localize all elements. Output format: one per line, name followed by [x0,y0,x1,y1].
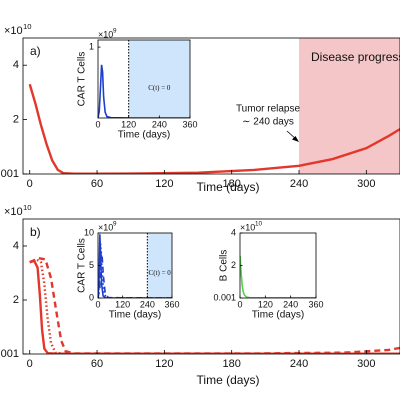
shaded-label: C(t) = 0 [148,84,171,92]
y-tick-label: 4 [231,227,236,237]
x-axis-label: Time (days) [197,373,260,387]
x-tick-label: 240 [152,119,167,129]
y-tick-label: 0.001 [213,292,236,302]
x-tick-label: 120 [258,299,273,309]
x-axis-label: Time (days) [252,310,304,321]
x-tick-label: 240 [140,299,155,309]
plot-frame [97,39,191,119]
y-tick-label: 0.001 [0,168,19,180]
x-tick-label: 180 [223,178,241,190]
multiplier-base: ×10 [4,206,23,218]
multiplier-exponent: 10 [23,22,32,31]
x-tick-label: 120 [155,358,173,370]
annotation: ∼ 240 days [242,117,294,128]
shaded-region [128,40,190,118]
multiplier-base: ×10 [4,25,23,37]
panel-label: b) [30,225,41,239]
data-line [29,258,400,354]
multiplier-exponent: 9 [113,28,117,35]
y-tick-label: 5 [89,260,94,270]
x-tick-label: 120 [115,299,130,309]
plot-frame [22,37,400,175]
x-tick-label: 300 [357,178,375,190]
y-tick-label: 10 [84,227,94,237]
x-axis-label: Time (days) [197,180,260,194]
x-tick-label: 360 [182,119,197,129]
y-tick-label: 2 [13,114,19,126]
plot-bg [23,219,400,354]
x-tick-label: 240 [290,178,308,190]
y-axis-label: CAR T Cells [77,238,88,293]
x-tick-label: 180 [223,358,241,370]
y-tick-label: 0 [89,292,94,302]
x-tick-label: 60 [91,178,103,190]
y-tick-label: 4 [13,240,19,252]
multiplier-exponent: 10 [23,203,32,212]
data-line [29,259,400,354]
y-axis-label: CAR T Cells [77,52,88,107]
multiplier-exponent: 9 [113,221,117,228]
x-tick-label: 360 [164,299,179,309]
y-tick-label: 0.001 [0,348,19,360]
x-tick-label: 0 [237,299,242,309]
y-tick-label: 2 [13,294,19,306]
x-axis-label: Time (days) [118,130,170,141]
x-axis-label: Time (days) [109,310,161,321]
y-tick-label: 4 [13,59,19,71]
data-line [98,252,172,298]
x-tick-label: 0 [27,358,33,370]
data-line [29,256,400,354]
x-tick-label: 360 [308,299,323,309]
shaded-region [147,233,172,298]
x-tick-label: 240 [290,358,308,370]
shaded-label: Disease progress [311,50,400,64]
x-tick-label: 0 [95,119,100,129]
multiplier-base: ×10 [98,222,113,232]
x-tick-label: 0 [27,178,33,190]
x-tick-label: 60 [91,358,103,370]
x-tick-label: 120 [155,178,173,190]
multiplier-base: ×10 [98,29,113,39]
multiplier-base: ×10 [240,222,255,232]
x-tick-label: 120 [121,119,136,129]
shaded-label: C(t) = 0 [149,269,172,277]
plot-frame [22,218,400,355]
annotation: Tumor relapse [236,104,301,115]
plot-bg [240,233,316,298]
x-tick-label: 300 [357,358,375,370]
x-tick-label: 240 [283,299,298,309]
x-tick-label: 0 [95,299,100,309]
multiplier-exponent: 10 [255,221,263,228]
shaded-region [299,38,400,174]
annotation-arrowhead [292,136,299,142]
y-axis-label: B Cells [219,250,230,282]
panel-label: a) [30,44,41,58]
y-tick-label: 2 [231,260,236,270]
y-tick-label: 1 [89,41,94,51]
